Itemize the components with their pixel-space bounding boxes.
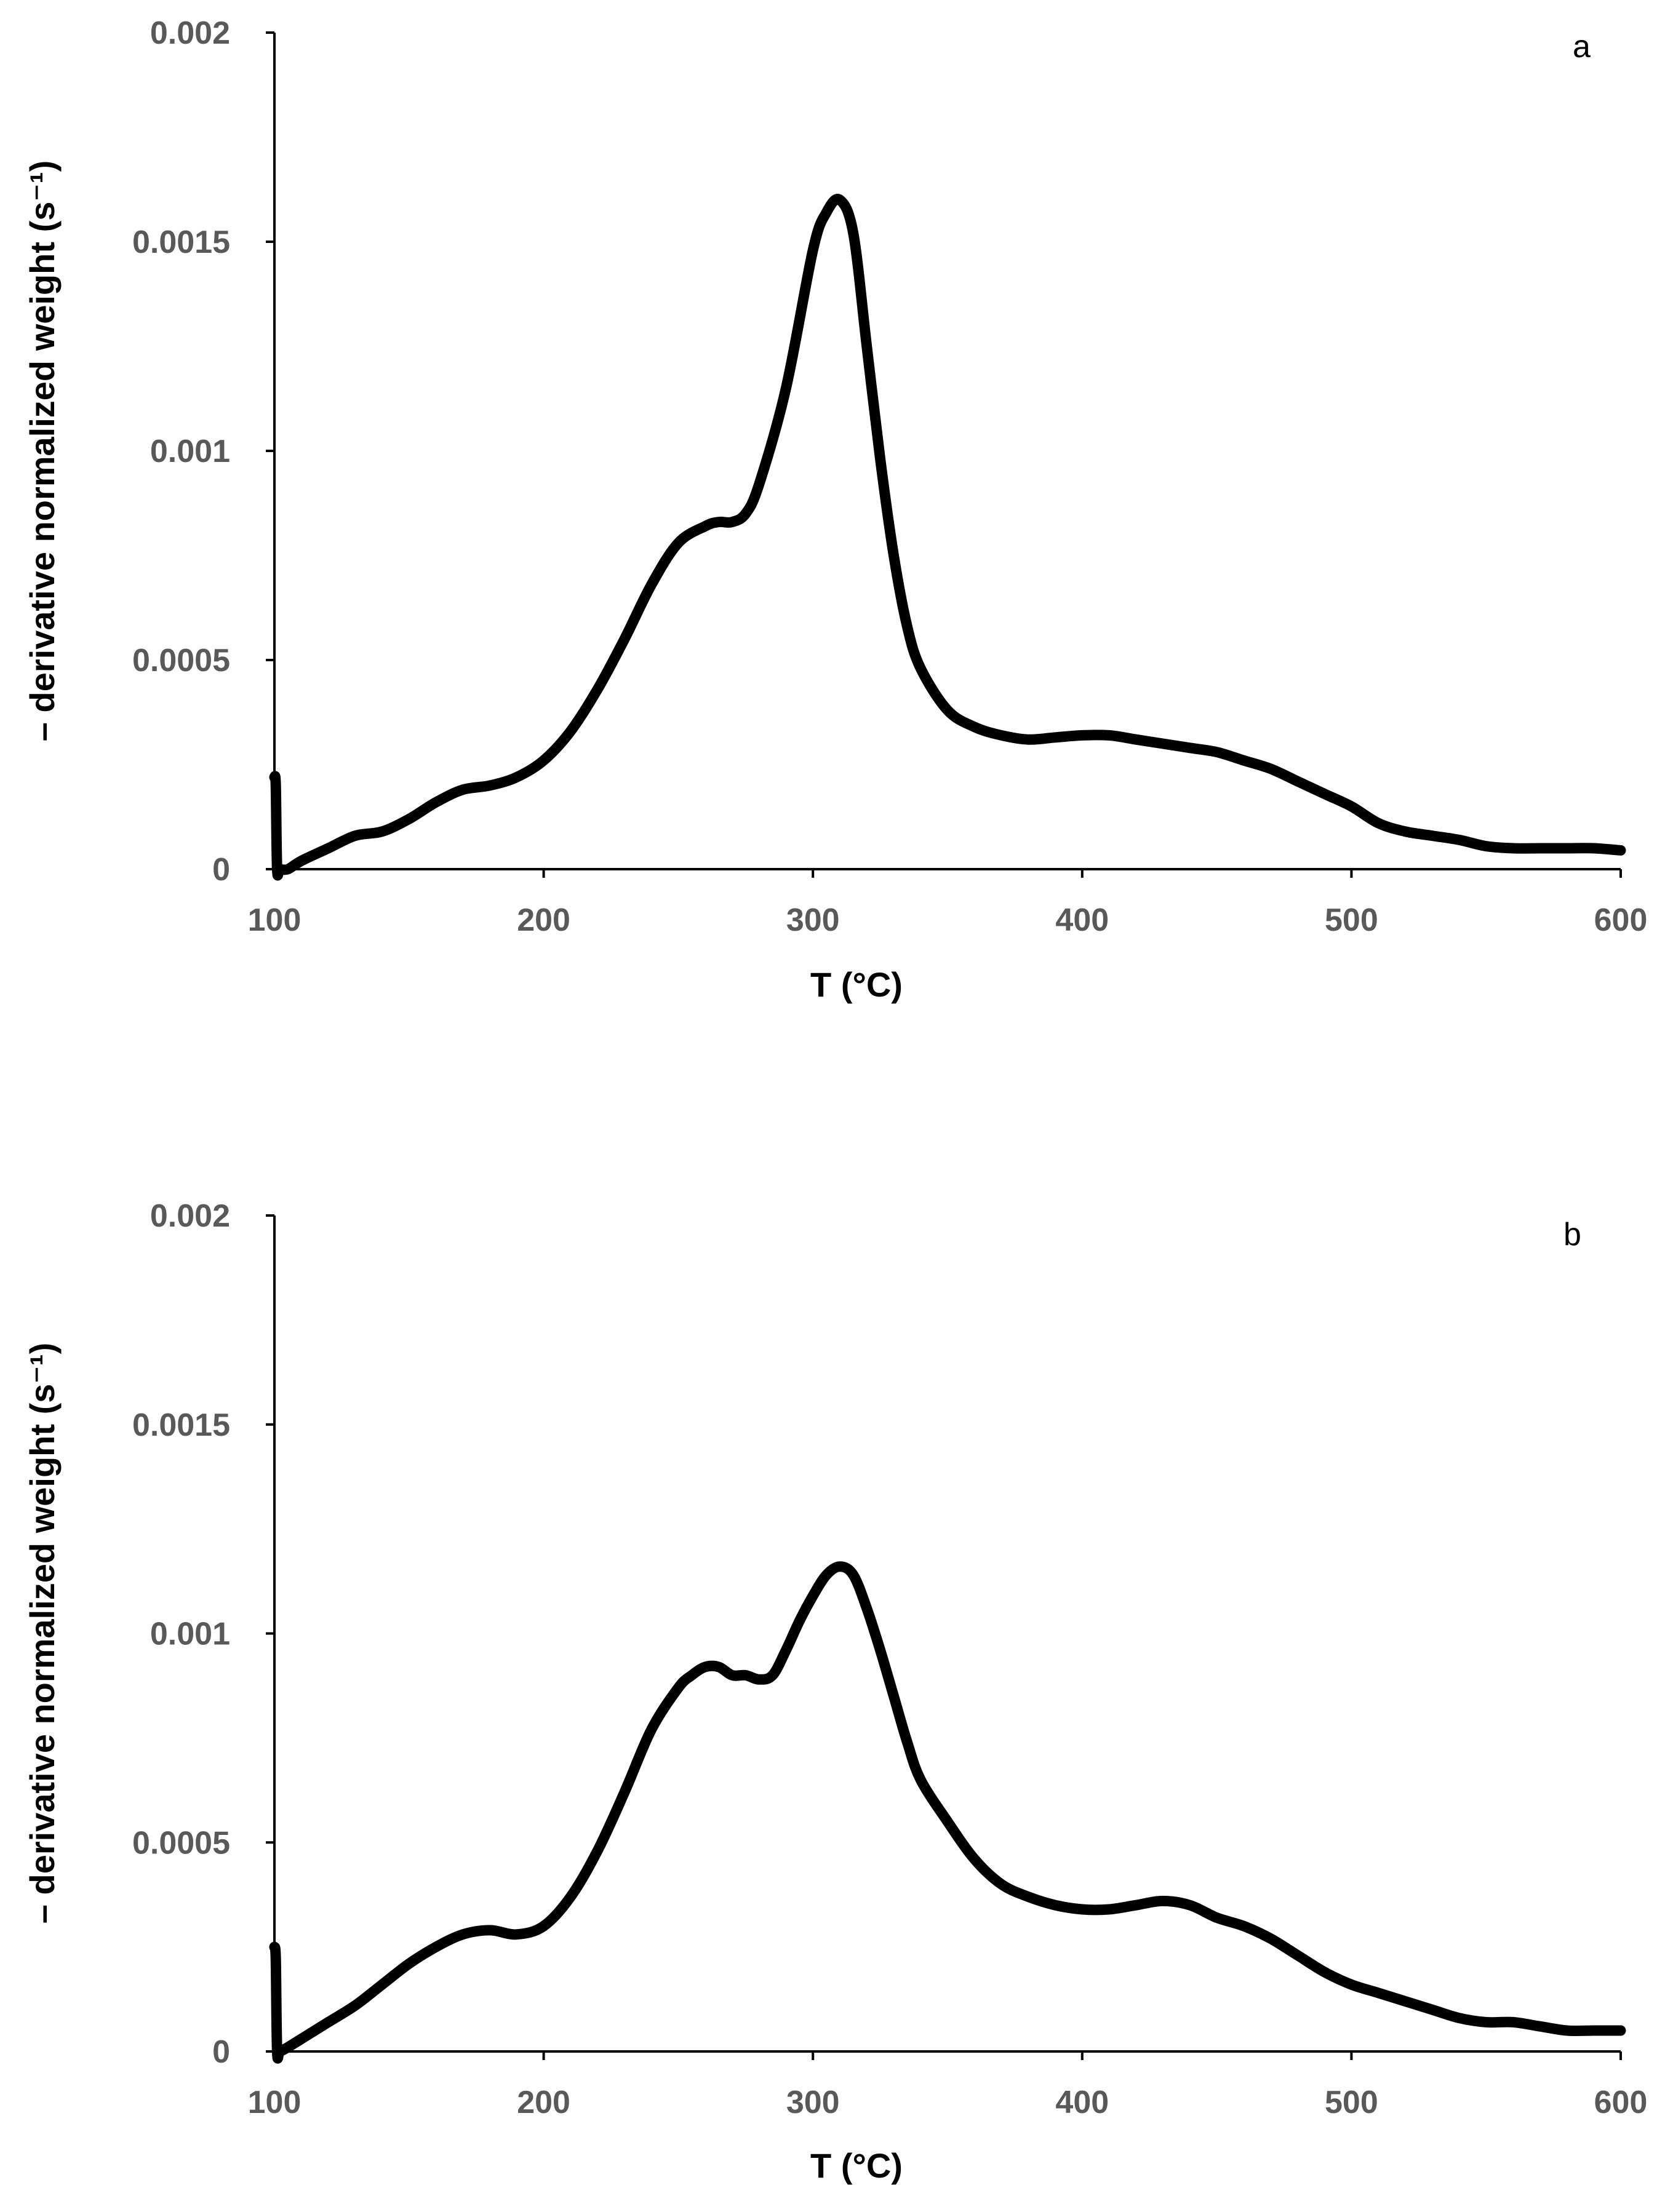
x-tick-label: 300 bbox=[786, 902, 840, 938]
chart-panel-b: 100 200 300 400 500 600 0 0.0005 0.001 0.0015 0.00… bbox=[23, 1198, 1647, 2185]
y-axis-title: – derivative normalized weight (s⁻¹) bbox=[23, 1343, 62, 1924]
x-tick-label: 500 bbox=[1325, 2085, 1378, 2120]
x-tick-label: 200 bbox=[517, 902, 570, 938]
x-tick-label: 100 bbox=[248, 2085, 301, 2120]
x-tick-label: 400 bbox=[1055, 902, 1109, 938]
x-tick-label: 200 bbox=[517, 2085, 570, 2120]
series-line-a bbox=[269, 194, 1626, 881]
panel-label-b: b bbox=[1563, 1217, 1581, 1252]
series-line-b bbox=[269, 1561, 1626, 2064]
x-tick-label: 600 bbox=[1594, 902, 1648, 938]
x-tick-label: 100 bbox=[248, 902, 301, 938]
x-tick-label: 500 bbox=[1325, 902, 1378, 938]
y-tick-label: 0.002 bbox=[150, 15, 230, 51]
y-tick-label: 0 bbox=[212, 852, 230, 888]
chart-panel-a: 100 200 300 400 500 600 0 0.0005 0.001 0.0015 0.00… bbox=[23, 15, 1647, 1004]
y-tick-label: 0.001 bbox=[150, 1617, 230, 1652]
tick-labels: 100 200 300 400 500 600 0 0.0005 0.001 0.0015 0.00… bbox=[132, 15, 1647, 938]
x-tick-label: 600 bbox=[1594, 2085, 1648, 2120]
tick-marks bbox=[266, 31, 1622, 878]
tick-labels: 100 200 300 400 500 600 0 0.0005 0.001 0.0015 0.00… bbox=[132, 1198, 1647, 2120]
y-tick-label: 0.0015 bbox=[132, 225, 230, 260]
y-tick-label: 0.0015 bbox=[132, 1407, 230, 1443]
y-tick-label: 0.002 bbox=[150, 1198, 230, 1234]
y-tick-label: 0.0005 bbox=[132, 1825, 230, 1861]
x-tick-label: 300 bbox=[786, 2085, 840, 2120]
x-tick-label: 400 bbox=[1055, 2085, 1109, 2120]
y-tick-label: 0.001 bbox=[150, 434, 230, 469]
x-axis-title: T (°C) bbox=[810, 2146, 903, 2185]
x-axis-title: T (°C) bbox=[810, 965, 903, 1004]
y-tick-label: 0 bbox=[212, 2034, 230, 2070]
y-tick-label: 0.0005 bbox=[132, 643, 230, 678]
panel-label-a: a bbox=[1573, 29, 1591, 65]
y-axis-title: – derivative normalized weight (s⁻¹) bbox=[23, 161, 62, 741]
